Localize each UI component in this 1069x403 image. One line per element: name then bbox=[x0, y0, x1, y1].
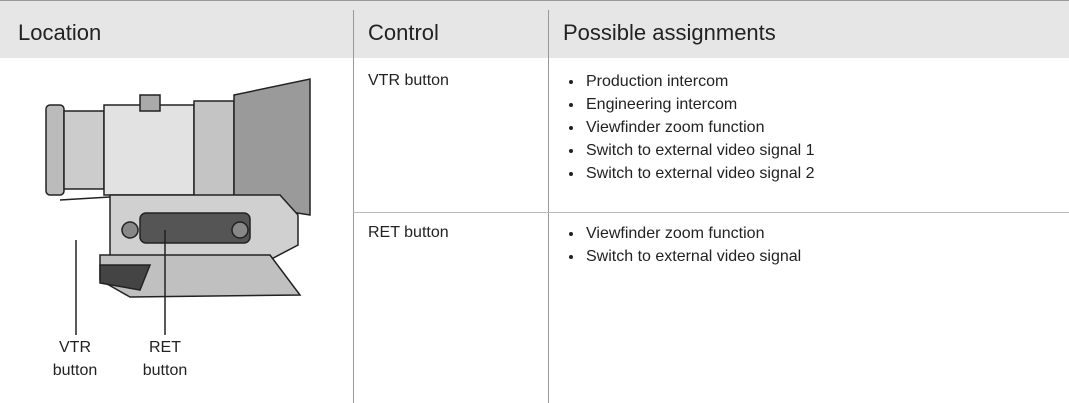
header-cell: Possible assignments bbox=[563, 20, 776, 45]
assignment: Switch to external video signal 1 bbox=[584, 139, 815, 162]
camera-illustration bbox=[45, 78, 311, 335]
header-cell: Location bbox=[18, 20, 102, 45]
row-divider bbox=[353, 212, 1069, 213]
assignment-list: Viewfinder zoom function Switch to exter… bbox=[566, 222, 801, 268]
control-name: VTR button bbox=[368, 72, 449, 89]
header-cell: Control bbox=[368, 20, 439, 45]
assignment: Viewfinder zoom function bbox=[584, 116, 815, 139]
assignment: Switch to external video signal bbox=[584, 245, 801, 268]
assignment: Viewfinder zoom function bbox=[584, 222, 801, 245]
column-divider bbox=[353, 10, 354, 403]
callout-label: VTR button bbox=[52, 339, 98, 379]
callout-label: RET button bbox=[142, 339, 188, 379]
assignment: Engineering intercom bbox=[584, 93, 815, 116]
assignment: Switch to external video signal 2 bbox=[584, 162, 815, 185]
control-name: RET button bbox=[368, 224, 449, 241]
assignment: Production intercom bbox=[584, 70, 815, 93]
column-divider bbox=[548, 10, 549, 403]
header-row bbox=[0, 0, 1069, 58]
assignment-list: Production intercom Engineering intercom… bbox=[566, 70, 815, 185]
